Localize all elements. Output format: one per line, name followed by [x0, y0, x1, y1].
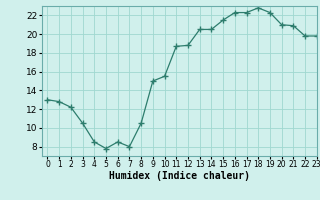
X-axis label: Humidex (Indice chaleur): Humidex (Indice chaleur) — [109, 171, 250, 181]
